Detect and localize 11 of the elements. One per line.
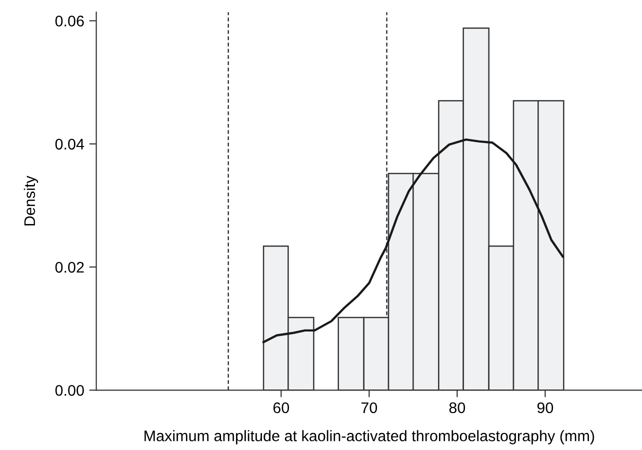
- y-tick-label: 0.02: [55, 262, 84, 273]
- line-series: [262, 138, 564, 344]
- y-axis-title: Density: [24, 176, 38, 226]
- y-tick-label: 0.04: [55, 138, 84, 150]
- x-tick-label: 60: [273, 402, 290, 414]
- x-tick-label: 80: [449, 402, 466, 414]
- x-axis-title: Maximum amplitude at kaolin-activated thromboelastography (mm): [144, 430, 594, 444]
- x-tick-label: 70: [361, 402, 378, 414]
- y-tick-label: 0.06: [55, 16, 84, 26]
- y-tick-label: 0.00: [55, 385, 84, 396]
- x-tick-label: 90: [537, 402, 554, 414]
